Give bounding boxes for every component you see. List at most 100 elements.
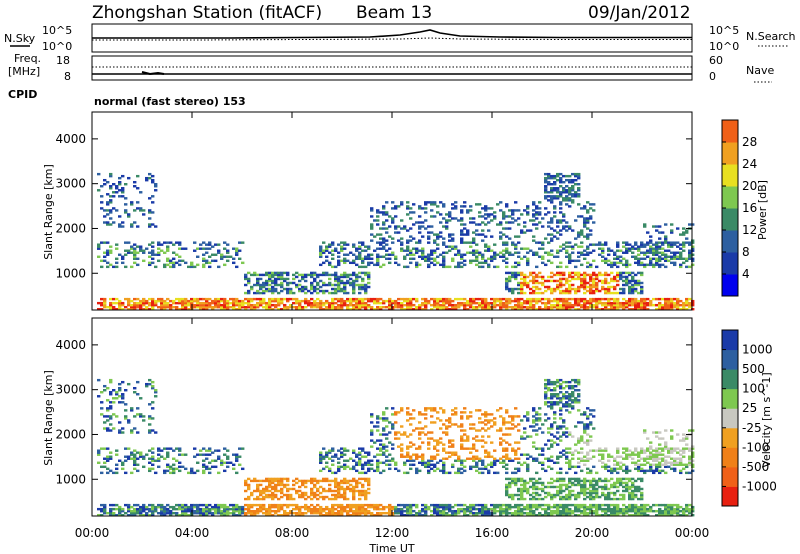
velocity-cell [517, 493, 521, 497]
velocity-cell [532, 491, 536, 495]
velocity-cell [124, 389, 128, 392]
velocity-cell [358, 457, 362, 460]
power-cell [268, 305, 272, 309]
power-cell [133, 185, 137, 188]
power-cell [568, 279, 572, 283]
velocity-cell [217, 449, 221, 452]
power-cell [529, 307, 533, 311]
velocity-cell [520, 511, 524, 515]
velocity-cell [244, 497, 248, 501]
velocity-cell [466, 415, 470, 418]
power-cell [424, 303, 428, 307]
velocity-cell [514, 441, 518, 444]
power-cell [463, 241, 467, 244]
power-cell [595, 287, 599, 291]
power-cell [628, 301, 632, 305]
velocity-cell [472, 447, 476, 450]
velocity-cell [187, 513, 191, 517]
velocity-cell [205, 513, 209, 517]
velocity-cell [163, 447, 167, 450]
power-cell [655, 241, 659, 244]
power-cell [337, 279, 341, 283]
power-cell [625, 275, 629, 279]
velocity-cell [376, 421, 380, 424]
power-cell [484, 261, 488, 265]
power-cell [199, 247, 203, 250]
power-cell [382, 207, 386, 210]
velocity-cell [346, 481, 350, 485]
velocity-cell [436, 503, 440, 507]
velocity-cell [124, 415, 128, 418]
velocity-cell [514, 457, 518, 460]
power-cell [544, 191, 548, 194]
power-cell [571, 185, 575, 188]
velocity-cell [310, 509, 314, 513]
velocity-cell [166, 469, 170, 473]
power-cell [643, 253, 647, 256]
power-cell [565, 174, 569, 178]
power-cell [163, 241, 167, 244]
power-cell [481, 253, 485, 256]
power-cell [355, 277, 359, 281]
velocity-cell [547, 389, 551, 392]
power-cell [370, 215, 374, 218]
velocity-cell [472, 465, 476, 469]
power-cell [685, 303, 689, 307]
power-cell [508, 299, 512, 303]
velocity-cell [409, 463, 413, 467]
velocity-cell [343, 505, 347, 509]
colorbar-segment [722, 120, 738, 143]
velocity-cell [541, 489, 545, 493]
velocity-cell [151, 505, 155, 509]
velocity-cell [166, 511, 170, 515]
power-cell [568, 275, 572, 279]
power-cell [535, 299, 539, 303]
velocity-cell [430, 459, 434, 462]
velocity-cell [544, 511, 548, 515]
velocity-cell [400, 507, 404, 511]
power-cell [643, 243, 647, 246]
power-cell [610, 277, 614, 281]
power-cell [331, 303, 335, 307]
velocity-cell [124, 459, 128, 462]
power-cell [277, 277, 281, 281]
power-cell [247, 281, 251, 285]
velocity-cell [355, 511, 359, 515]
velocity-cell [370, 429, 374, 432]
power-cell [691, 249, 695, 252]
power-cell [676, 245, 680, 248]
power-cell [520, 289, 524, 293]
velocity-cell [550, 439, 554, 442]
power-cell [634, 297, 638, 301]
power-cell [523, 283, 527, 287]
velocity-cell [508, 485, 512, 489]
power-cell [376, 219, 380, 222]
power-cell [586, 253, 590, 256]
power-cell [388, 235, 392, 238]
power-cell [634, 305, 638, 309]
velocity-cell [559, 497, 563, 501]
velocity-cell [406, 407, 410, 410]
velocity-cell [97, 513, 101, 517]
velocity-cell [505, 455, 509, 458]
power-cell [367, 275, 371, 279]
power-cell [559, 211, 563, 214]
velocity-cell [142, 507, 146, 511]
power-cell [430, 297, 434, 301]
velocity-cell [541, 503, 545, 507]
velocity-cell [331, 511, 335, 515]
power-cell [133, 221, 137, 224]
power-cell [460, 303, 464, 307]
power-cell [241, 303, 245, 307]
power-cell [523, 275, 527, 279]
power-cell [175, 305, 179, 309]
power-cell [421, 249, 425, 252]
power-cell [487, 263, 491, 267]
velocity-cell [331, 463, 335, 467]
velocity-cell [205, 467, 209, 471]
velocity-cell [484, 423, 488, 426]
power-cell [613, 279, 617, 283]
power-cell [460, 231, 464, 234]
velocity-cell [496, 429, 500, 432]
velocity-cell [487, 451, 491, 454]
